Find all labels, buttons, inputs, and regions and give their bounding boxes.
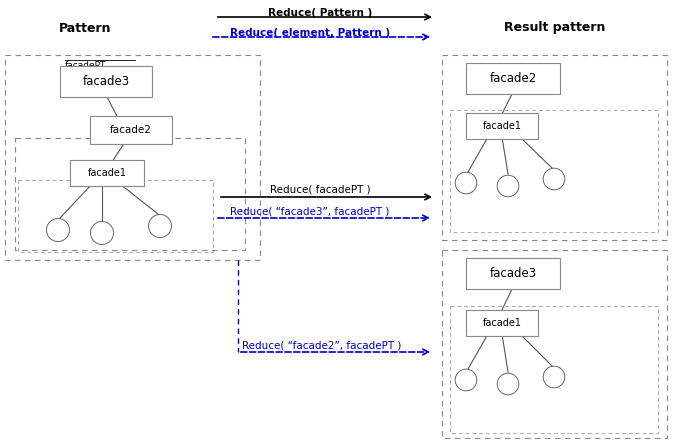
Text: facade1: facade1 [483,318,522,328]
Text: facade3: facade3 [82,75,129,88]
Bar [442,55,667,240]
Text: facade2: facade2 [490,72,537,85]
Text: Reduce( “facade2”, facadePT ): Reduce( “facade2”, facadePT ) [242,341,402,351]
FancyBboxPatch shape [60,66,152,97]
Text: Reduce( Pattern ): Reduce( Pattern ) [268,8,372,18]
FancyBboxPatch shape [466,258,560,289]
Text: Reduce( element, Pattern ): Reduce( element, Pattern ) [230,28,390,38]
Text: Result pattern: Result pattern [505,22,605,34]
Text: facade3: facade3 [490,267,537,280]
Text: Pattern: Pattern [59,22,111,34]
FancyBboxPatch shape [70,160,144,186]
Bar [442,250,667,438]
Bar [450,110,658,232]
Text: facadePT: facadePT [65,61,106,69]
FancyBboxPatch shape [90,116,172,144]
Text: Reduce( “facade3”, facadePT ): Reduce( “facade3”, facadePT ) [230,207,390,217]
FancyBboxPatch shape [466,63,560,94]
FancyBboxPatch shape [466,310,538,336]
Text: facade1: facade1 [483,121,522,131]
Bar [15,138,245,250]
Text: facade1: facade1 [87,168,127,178]
Bar [450,306,658,433]
FancyBboxPatch shape [466,113,538,139]
Text: Reduce( facadePT ): Reduce( facadePT ) [270,185,370,195]
Text: facade2: facade2 [110,125,152,135]
Bar [18,180,213,252]
Bar [5,55,260,260]
